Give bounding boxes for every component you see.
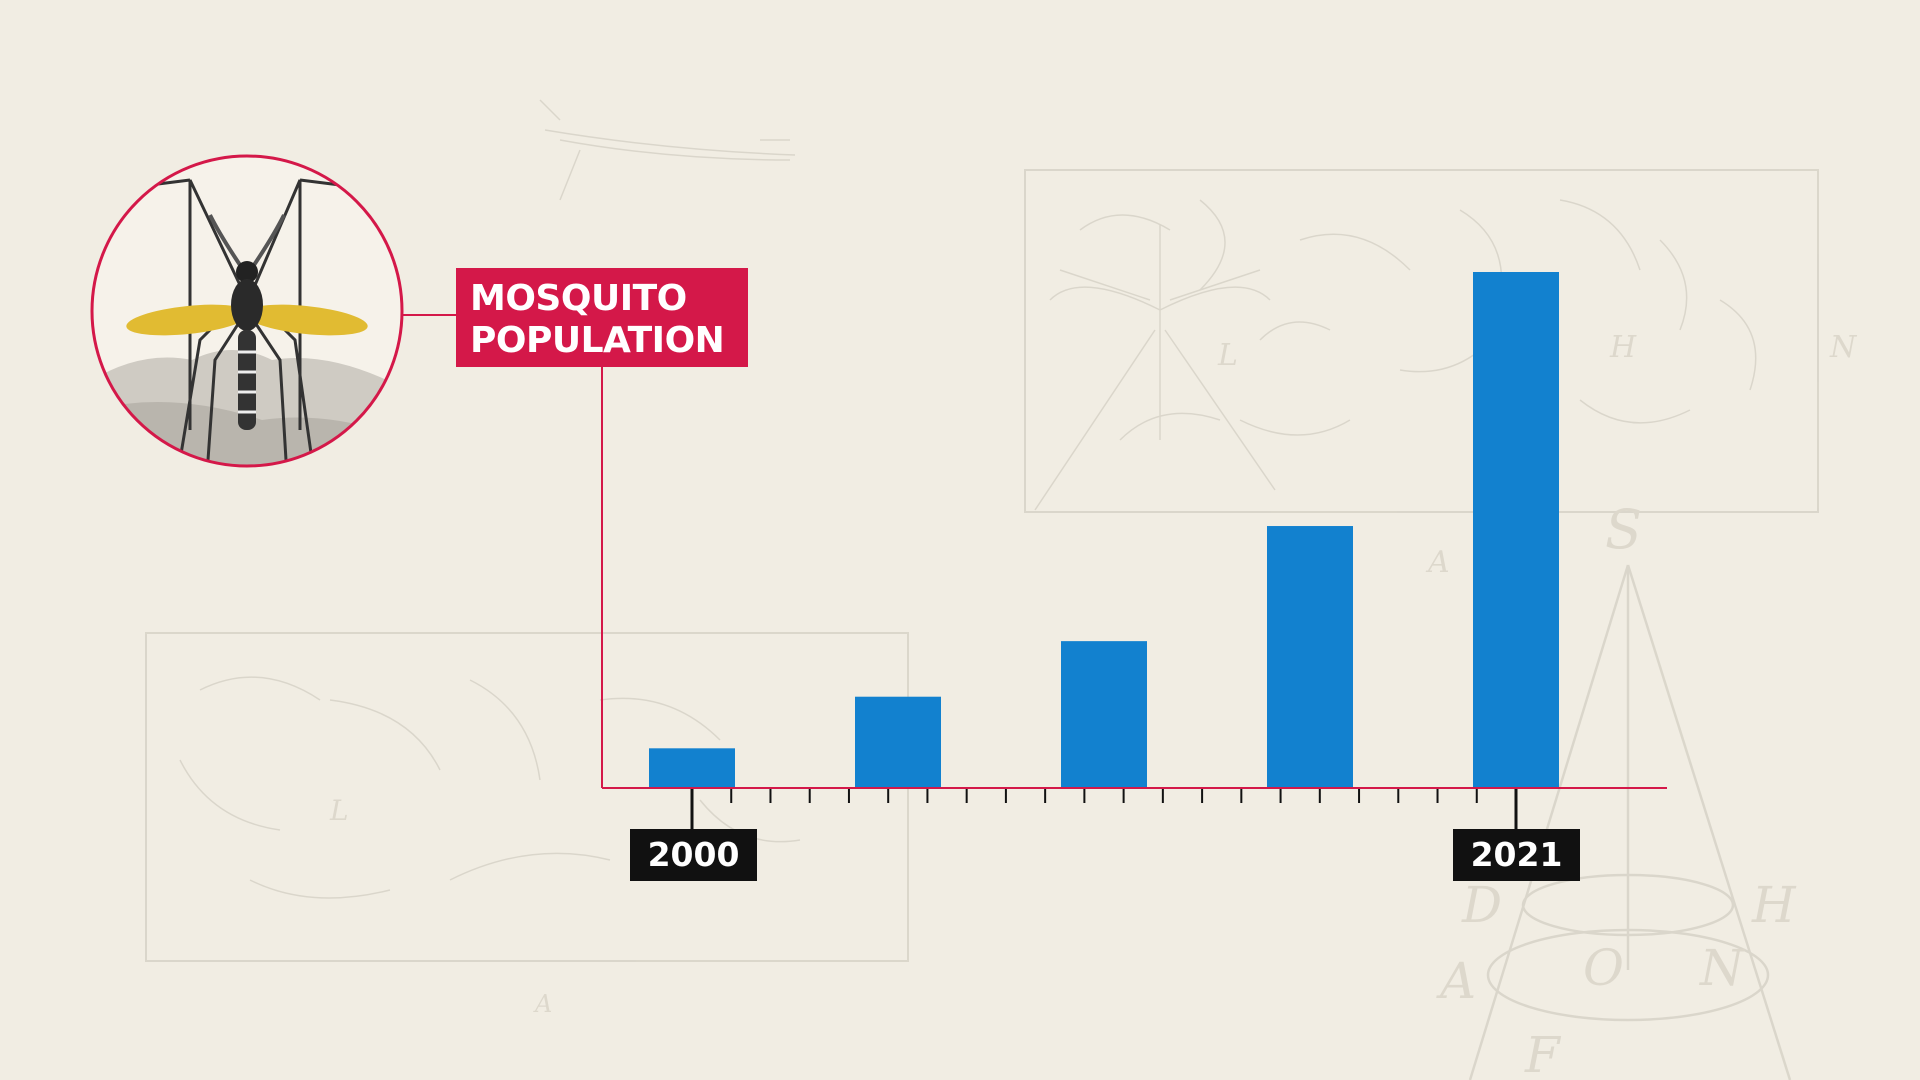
x-label-end-year: 2021 — [1453, 829, 1580, 881]
background-engravings: L H N A L A S D H A O N F — [145, 99, 1858, 1080]
mosquito-illustration-medallion — [90, 154, 404, 468]
svg-text:O: O — [1583, 939, 1624, 997]
background-letters: L H N A L A S D H A O N F — [329, 330, 1858, 1080]
svg-text:S: S — [1605, 498, 1642, 561]
svg-text:A: A — [1436, 952, 1476, 1010]
svg-text:A: A — [1425, 545, 1450, 580]
svg-text:D: D — [1461, 876, 1502, 934]
background-mosquito-sketch — [1034, 225, 1276, 511]
ticks-group — [690, 788, 1518, 831]
chart-title-line-2: POPULATION — [470, 320, 725, 361]
svg-text:L: L — [329, 794, 349, 827]
top-field-panel — [1024, 169, 1819, 513]
bar-2000 — [649, 748, 735, 788]
svg-text:H: H — [1751, 876, 1797, 934]
x-label-start-year: 2000 — [630, 829, 757, 881]
bars-group — [649, 272, 1559, 788]
svg-text:N: N — [1829, 330, 1858, 365]
chart-title-box: MOSQUITO POPULATION — [456, 268, 748, 367]
bar-period-4 — [1267, 526, 1353, 788]
bar-period-2 — [855, 696, 941, 788]
bar-period-3 — [1061, 641, 1147, 788]
bar-2021 — [1473, 272, 1559, 788]
chart-title-line-1: MOSQUITO — [470, 278, 687, 319]
bottom-field-panel — [145, 632, 909, 962]
svg-text:F: F — [1524, 1026, 1562, 1080]
svg-text:A: A — [533, 990, 552, 1018]
background-larva-sketch — [539, 99, 796, 201]
svg-text:N: N — [1699, 939, 1746, 997]
svg-text:L: L — [1217, 338, 1238, 373]
background-cone-diagram — [1468, 564, 1792, 1080]
svg-text:H: H — [1609, 330, 1637, 365]
